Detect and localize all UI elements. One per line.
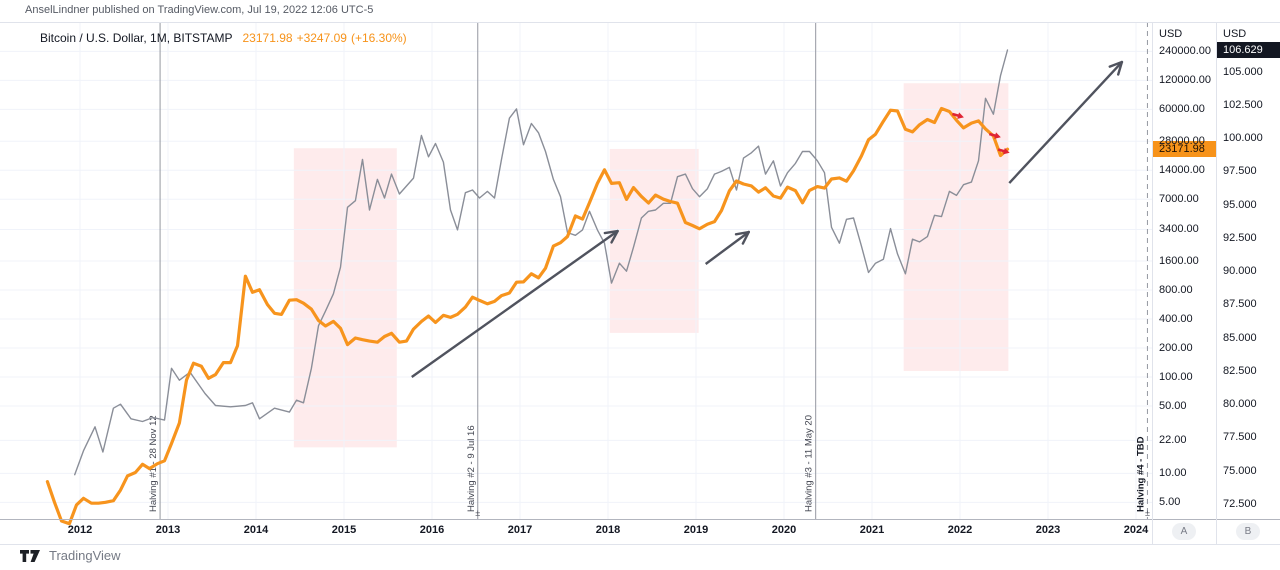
year-label: 2016 — [419, 524, 445, 536]
dollar-index-line[interactable] — [73, 49, 1009, 476]
price-tick-label: 800.00 — [1159, 284, 1193, 296]
year-label: 2024 — [1123, 524, 1149, 536]
tradingview-wordmark: TradingView — [49, 548, 121, 563]
price-tick-label: 200.00 — [1159, 342, 1193, 354]
halving-label: Halving #1 - 28 Nov 12 — [148, 415, 159, 512]
halving-highlight-band[interactable] — [293, 148, 397, 448]
price-tick-label: 10.00 — [1159, 467, 1187, 480]
price-tick-label: 120000.00 — [1159, 74, 1211, 87]
scale-button-a[interactable]: A — [1172, 523, 1196, 540]
price-tick-label: 80.000 — [1223, 398, 1257, 411]
price-tick-label: 14000.00 — [1159, 164, 1205, 177]
year-label: 2017 — [507, 524, 533, 536]
halving-anchor-handle[interactable]: ± — [475, 508, 480, 518]
halving-highlight-band[interactable] — [903, 83, 1009, 371]
legend-change: +3247.09 — [296, 31, 347, 45]
year-label: 2023 — [1035, 524, 1061, 536]
price-tick-label: 100.00 — [1159, 371, 1193, 383]
sell-marker-icon[interactable] — [997, 146, 1010, 156]
price-tick-label: 87.500 — [1223, 298, 1257, 311]
trend-arrowhead — [1108, 60, 1124, 68]
symbol-title[interactable]: Bitcoin / U.S. Dollar, 1M, BITSTAMP — [40, 31, 233, 45]
price-tick-label: 240000.00 — [1159, 45, 1211, 58]
dxy-price-label: 106.629 — [1217, 42, 1280, 58]
legend-change-pct: (+16.30%) — [350, 31, 407, 45]
price-tick-label: 105.000 — [1223, 65, 1263, 78]
currency-label-left: USD — [1159, 28, 1183, 40]
trend-arrowhead — [603, 229, 619, 235]
trend-arrowhead — [741, 230, 750, 245]
trend-arrowhead — [610, 229, 619, 244]
price-tick-label: 60000.00 — [1159, 103, 1205, 116]
price-tick-label: 100.000 — [1223, 132, 1263, 145]
trend-arrow[interactable] — [704, 231, 750, 265]
price-tick-label: 7000.00 — [1159, 193, 1199, 206]
year-label: 2015 — [331, 524, 357, 536]
price-axis-right[interactable]: USD 106.629 105.000 102.500 100.000 97.500 9… — [1216, 22, 1280, 520]
year-label: 2020 — [771, 524, 797, 536]
year-label: 2012 — [67, 524, 93, 536]
price-tick-label: 95.000 — [1223, 198, 1257, 211]
halving-anchor-handle[interactable]: ± — [1145, 508, 1150, 518]
price-tick-label: 72.500 — [1223, 497, 1257, 510]
price-tick-label: 82.500 — [1223, 364, 1257, 377]
sell-marker-icon[interactable] — [988, 131, 1001, 141]
year-label: 2021 — [859, 524, 885, 536]
price-axis-left[interactable]: USD 23171.98 240000.00 120000.00 60000.00 2… — [1152, 22, 1216, 520]
attribution-text: AnselLindner published on TradingView.co… — [25, 4, 374, 16]
price-tick-label: 22.00 — [1159, 434, 1187, 447]
btc-price-label: 23171.98 — [1153, 141, 1216, 158]
price-tick-label: 1600.00 — [1159, 255, 1199, 267]
year-label: 2019 — [683, 524, 709, 536]
year-label: 2014 — [243, 524, 269, 536]
trend-arrowhead — [1117, 60, 1124, 76]
price-tick-label: 77.500 — [1223, 431, 1257, 444]
scale-button-b[interactable]: B — [1236, 523, 1260, 540]
price-tick-label: 90.000 — [1223, 265, 1257, 278]
price-tick-label: 3400.00 — [1159, 223, 1199, 236]
year-label: 2022 — [947, 524, 973, 536]
price-tick-label: 400.00 — [1159, 313, 1193, 325]
trend-arrowhead — [734, 230, 750, 236]
price-tick-label: 50.00 — [1159, 400, 1187, 412]
price-tick-label: 102.500 — [1223, 98, 1263, 111]
price-tick-label: 28000.00 — [1159, 135, 1205, 148]
price-tick-label: 5.00 — [1159, 496, 1181, 509]
halving-label: Halving #2 - 9 Jul 16 — [466, 425, 477, 512]
year-label: 2013 — [155, 524, 181, 536]
legend-last-price: 23171.98 — [242, 31, 293, 45]
tradingview-footer: TradingView — [20, 548, 121, 563]
price-tick-label: 92.500 — [1223, 231, 1257, 244]
chart-legend[interactable]: Bitcoin / U.S. Dollar, 1M, BITSTAMP 23171… — [40, 31, 411, 45]
halving-label: Halving #3 - 11 May 20 — [804, 415, 815, 512]
currency-label-right: USD — [1223, 28, 1247, 40]
halving-label: Halving #4 - TBD — [1135, 436, 1146, 512]
tradingview-logo-icon — [20, 549, 40, 562]
price-tick-label: 75.000 — [1223, 464, 1257, 477]
halving-highlight-band[interactable] — [609, 148, 699, 333]
trend-arrow[interactable] — [411, 230, 619, 378]
year-label: 2018 — [595, 524, 621, 536]
btc-price-line[interactable] — [45, 106, 1010, 526]
time-axis[interactable]: A B 2012 2013 2014 2015 2016 2017 2018 2019 2020… — [0, 520, 1280, 544]
trend-arrow[interactable] — [1008, 61, 1123, 184]
price-tick-label: 97.500 — [1223, 165, 1257, 178]
price-tick-label: 85.000 — [1223, 331, 1257, 344]
sell-marker-icon[interactable] — [951, 111, 964, 121]
